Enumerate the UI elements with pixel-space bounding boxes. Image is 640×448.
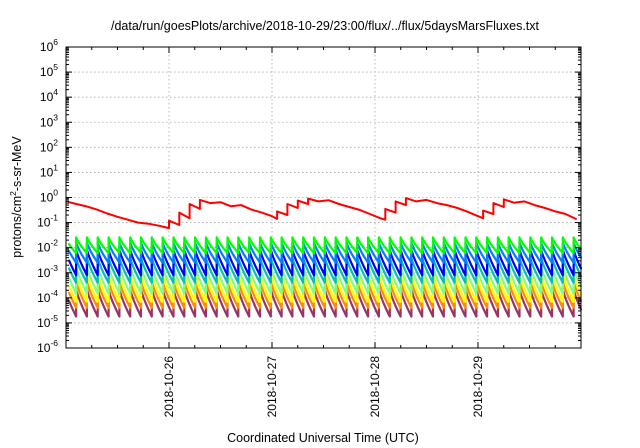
y-tick-label: 10-5: [37, 313, 58, 330]
y-tick-label: 102: [40, 137, 58, 154]
series-layer: [68, 197, 583, 318]
y-tick-label: 10-3: [37, 263, 58, 280]
x-tick-label: 2018-10-26: [162, 356, 176, 418]
y-tick-label: 10-2: [37, 238, 58, 255]
x-tick-label: 2018-10-28: [368, 356, 382, 418]
y-tick-label: 105: [40, 62, 58, 79]
series-line: [68, 197, 577, 230]
series-line: [68, 236, 583, 255]
y-tick-label: 10-4: [37, 288, 58, 305]
x-tick-label: 2018-10-29: [471, 356, 485, 418]
y-tick-label: 101: [40, 162, 58, 179]
y-tick-label: 10-6: [37, 338, 58, 355]
y-tick-label: 10-1: [37, 213, 58, 230]
x-axis-label: Coordinated Universal Time (UTC): [227, 431, 419, 445]
y-axis-label: protons/cm2-s-sr-MeV: [8, 136, 24, 258]
chart-title: /data/run/goesPlots/archive/2018-10-29/2…: [111, 19, 540, 33]
y-tick-label: 103: [40, 112, 58, 129]
y-tick-label: 100: [40, 188, 58, 205]
y-tick-label: 106: [40, 37, 58, 54]
x-tick-label: 2018-10-27: [265, 356, 279, 418]
y-tick-label: 104: [40, 87, 58, 104]
axis-ticks: 10-6 10-5 10-4 10-3 10-2 10-1 100 101 102 103 104 1…: [37, 37, 581, 417]
